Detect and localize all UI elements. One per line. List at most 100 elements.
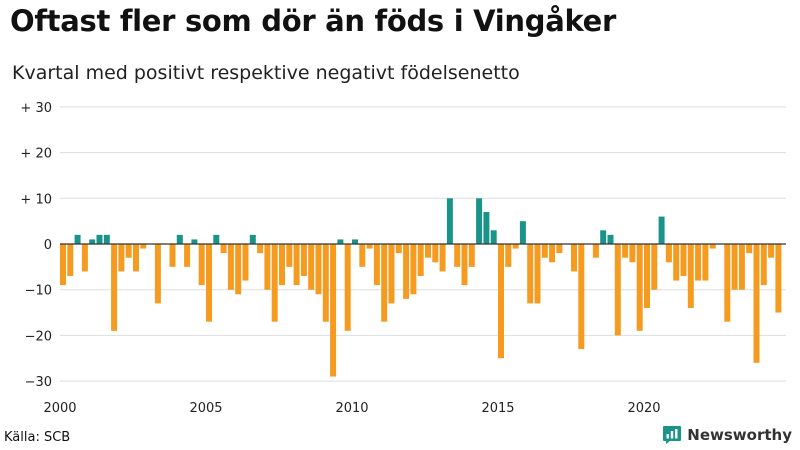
bar <box>738 244 745 290</box>
bar <box>600 230 607 244</box>
bar <box>498 244 504 359</box>
bar <box>673 244 680 281</box>
bar <box>103 234 110 244</box>
bar <box>629 244 636 263</box>
bar <box>322 244 329 322</box>
bar <box>242 244 249 281</box>
y-tick-label: + 30 <box>20 101 52 116</box>
bar <box>359 244 366 267</box>
bar <box>74 234 81 244</box>
bar <box>695 244 702 281</box>
bar <box>118 244 125 272</box>
bar <box>96 234 103 244</box>
bar <box>439 244 446 272</box>
x-tick-label: 2020 <box>627 401 660 416</box>
bar <box>140 244 147 249</box>
bar <box>425 244 431 258</box>
bar-chart: + 30 + 20 + 10 0 −10 −20 −30 2000 2005 2010 2015 20… <box>20 101 786 416</box>
bar <box>636 244 643 331</box>
bar <box>468 244 475 267</box>
bar <box>264 244 271 290</box>
bar <box>651 244 658 290</box>
bar <box>607 234 614 244</box>
bar <box>658 216 665 244</box>
bar <box>154 244 161 304</box>
source-note: Källa: SCB <box>4 430 71 445</box>
newsworthy-logo[interactable]: Newsworthy <box>662 425 792 445</box>
bar <box>169 244 176 267</box>
bar <box>644 244 650 308</box>
bar <box>227 244 234 290</box>
chart-title: Oftast fler som dör än föds i Vingåker <box>10 4 617 38</box>
bar <box>176 234 183 244</box>
bar <box>381 244 388 322</box>
y-tick-label: −20 <box>25 329 52 344</box>
bar <box>614 244 621 336</box>
bar <box>184 244 191 267</box>
newsworthy-icon <box>663 426 682 444</box>
bar <box>746 244 753 254</box>
bar <box>279 244 285 286</box>
bar <box>410 244 417 295</box>
y-tick-label: −30 <box>25 375 52 390</box>
bar <box>505 244 512 267</box>
bar <box>388 244 395 304</box>
y-tick-label: 0 <box>44 238 52 253</box>
bar <box>249 234 256 244</box>
bar <box>461 244 468 286</box>
bar <box>111 244 118 331</box>
x-tick-label: 2010 <box>335 401 368 416</box>
bar <box>373 244 380 286</box>
bar <box>709 244 716 249</box>
bar <box>534 244 541 304</box>
bar <box>527 244 534 304</box>
bar <box>592 244 599 258</box>
bar <box>308 244 315 290</box>
bar <box>395 244 402 254</box>
bar <box>432 244 439 263</box>
bar <box>352 239 358 244</box>
bar <box>622 244 629 258</box>
bar <box>753 244 760 363</box>
bar <box>702 244 709 281</box>
bar <box>81 244 88 272</box>
bar <box>403 244 410 299</box>
bar <box>454 244 461 267</box>
bar <box>724 244 731 322</box>
x-tick-label: 2015 <box>481 401 514 416</box>
bar <box>257 244 264 254</box>
bar <box>337 239 344 244</box>
bar <box>556 244 563 254</box>
bar <box>571 244 577 272</box>
bar <box>680 244 687 276</box>
x-tick-label: 2005 <box>189 401 222 416</box>
bar <box>89 239 96 244</box>
bar <box>775 244 782 313</box>
bar <box>519 221 526 244</box>
bar <box>60 244 66 286</box>
chart-subtitle: Kvartal med positivt respektive negativt… <box>12 62 520 84</box>
bar <box>483 212 490 244</box>
bar <box>541 244 548 258</box>
bar <box>330 244 337 377</box>
bar <box>300 244 307 276</box>
bar <box>213 234 220 244</box>
bar <box>446 198 453 244</box>
bar <box>549 244 556 263</box>
bar <box>235 244 242 295</box>
bar <box>768 244 775 258</box>
bar <box>344 244 351 331</box>
bar <box>417 244 424 276</box>
bar <box>220 244 227 254</box>
bar <box>125 244 132 258</box>
bar <box>476 198 483 244</box>
bar <box>315 244 322 295</box>
bar <box>133 244 139 272</box>
y-tick-label: + 20 <box>20 147 52 162</box>
bar <box>366 244 373 249</box>
bar <box>191 239 198 244</box>
y-tick-label: + 10 <box>20 192 52 207</box>
bar <box>490 230 497 244</box>
bar <box>665 244 672 263</box>
bar <box>687 244 694 308</box>
